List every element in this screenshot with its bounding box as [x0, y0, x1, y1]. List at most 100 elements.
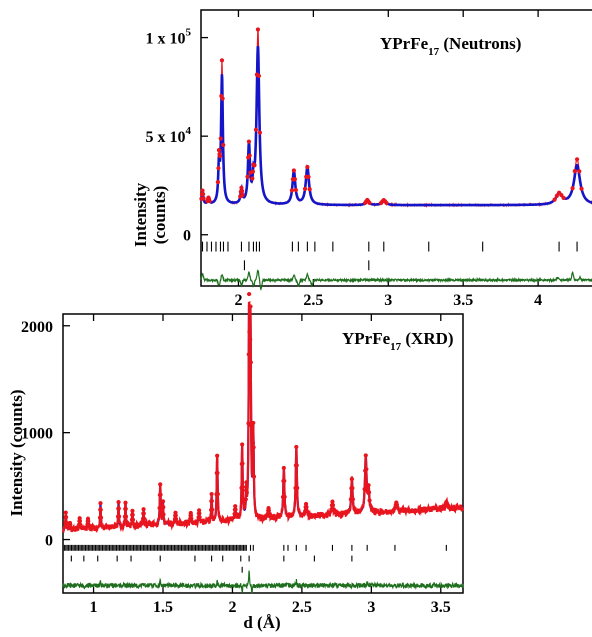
neutron-y-label-line2: (counts) — [150, 186, 169, 245]
xrd-x-tick-label: 2 — [228, 599, 236, 616]
neutron-observed-point — [240, 192, 245, 198]
neutron-y-label-line1: Intensity — [131, 182, 150, 247]
xrd-observed-point — [303, 501, 309, 507]
neutron-observed-point — [574, 157, 580, 162]
xrd-title-main: YPrFe — [342, 329, 391, 348]
xrd-y-tick-base: 0 — [45, 533, 53, 550]
neutron-observed-point — [239, 185, 244, 190]
neutron-observed-point — [307, 187, 312, 192]
xrd-observed-point — [98, 501, 103, 506]
xrd-observed-point — [215, 453, 220, 458]
xrd-reflection-ticks — [63, 544, 447, 573]
xrd-title-subscript: 17 — [390, 341, 402, 353]
neutron-observed-point — [221, 142, 226, 148]
xrd-observed-series — [62, 300, 465, 534]
xrd-y-tick-label: 1000 — [21, 426, 53, 443]
neutron-observed-point — [217, 154, 223, 159]
neutron-observed-point — [305, 164, 310, 170]
neutron-observed-point — [220, 96, 225, 101]
neutron-observed-point — [201, 196, 206, 201]
xrd-observed-point — [294, 444, 299, 450]
neutron-observed-point — [257, 130, 263, 135]
neutron-y-axis: 0 5 x 104 1 x 105 — [146, 27, 208, 245]
neutron-observed-points — [199, 27, 584, 206]
xrd-observed-point — [209, 491, 214, 497]
neutron-calculated-series — [199, 45, 592, 207]
xrd-y-tick-label: 0 — [45, 533, 53, 550]
xrd-observed-point — [141, 507, 146, 512]
xrd-x-tick-label: 3.5 — [431, 599, 451, 616]
xrd-x-label: d (Å) — [243, 613, 280, 632]
neutron-x-tick-label: 2.5 — [303, 292, 323, 309]
xrd-y-label: Intensity (counts) — [7, 389, 26, 516]
neutron-observed-point — [215, 180, 221, 185]
xrd-observed-point — [158, 482, 163, 487]
neutron-observed-point — [216, 148, 222, 153]
neutron-observed-point — [219, 58, 225, 63]
neutron-observed-point — [216, 166, 221, 171]
neutron-title-main: YPrFe — [380, 34, 429, 53]
xrd-y-tick-base: 2000 — [21, 319, 53, 336]
neutron-observed-point — [250, 176, 255, 181]
neutron-plot-frame — [200, 9, 592, 287]
xrd-x-tick-label: 1.5 — [153, 599, 173, 616]
xrd-title-tail: (XRD) — [401, 329, 453, 348]
neutron-panel-title: YPrFe17 (Neutrons) — [380, 34, 521, 58]
xrd-observed-point — [116, 499, 121, 505]
neutron-observed-point — [293, 187, 298, 193]
xrd-y-tick-base: 1000 — [21, 426, 53, 443]
neutron-y-tick-base: 1 x 10 — [146, 31, 186, 48]
xrd-x-axis: 1 1.5 2 2.5 3 3.5 — [90, 314, 451, 616]
neutron-y-tick-label: 0 — [183, 228, 191, 245]
neutron-difference-series — [200, 269, 592, 292]
neutron-observed-point — [247, 153, 252, 158]
xrd-observed-point — [233, 504, 238, 509]
xrd-panel-title: YPrFe17 (XRD) — [342, 329, 454, 353]
neutron-reflection-ticks — [201, 241, 578, 271]
xrd-observed-point — [247, 291, 252, 297]
xrd-x-tick-label: 2.5 — [292, 599, 312, 616]
xrd-y-axis: 0 1000 2000 — [21, 319, 70, 550]
neutron-observed-point — [207, 198, 212, 204]
neutron-observed-point — [289, 188, 295, 193]
neutron-observed-point — [218, 136, 223, 141]
neutron-observed-point — [570, 186, 575, 191]
xrd-panel: 1 1.5 2 2.5 3 3.5 0 1000 2000 YPrFe17 (XRD) Int… — [7, 291, 465, 632]
xrd-observed-point — [160, 499, 166, 504]
neutron-x-tick-label: 3 — [384, 292, 392, 309]
neutron-y-tick-label: 5 x 104 — [146, 125, 192, 146]
neutron-observed-point — [255, 27, 261, 32]
neutron-x-axis: 22.533.544.5 — [234, 10, 542, 309]
neutron-observed-point — [252, 163, 257, 168]
neutron-observed-point — [577, 169, 582, 174]
xrd-y-tick-label: 2000 — [21, 319, 53, 336]
neutron-observed-point — [554, 193, 559, 198]
neutron-y-tick-exponent: 4 — [186, 125, 192, 137]
neutron-title-tail: (Neutrons) — [439, 34, 521, 53]
neutron-observed-point — [253, 127, 259, 132]
neutron-observed-point — [200, 188, 205, 193]
neutron-observed-point — [239, 188, 245, 194]
neutron-observed-point — [291, 168, 296, 173]
neutron-observed-point — [552, 197, 557, 202]
xrd-observed-point — [63, 510, 68, 515]
neutron-y-tick-base: 0 — [183, 228, 191, 245]
xrd-x-tick-label: 3 — [367, 599, 375, 616]
neutron-observed-point — [292, 177, 297, 182]
neutron-x-tick-label: 2 — [234, 292, 242, 309]
neutron-observed-point — [572, 169, 577, 174]
neutron-y-tick-exponent: 5 — [186, 27, 192, 39]
neutron-observed-point — [256, 73, 262, 78]
neutron-x-tick-label: 4 — [534, 292, 542, 309]
neutron-y-tick-base: 5 x 10 — [146, 129, 186, 146]
neutron-observed-point — [384, 200, 389, 206]
neutron-observed-point — [559, 192, 564, 198]
xrd-difference-series — [62, 570, 464, 594]
neutron-title-subscript: 17 — [428, 46, 440, 58]
neutron-x-tick-label: 3.5 — [453, 292, 473, 309]
neutron-observed-point — [200, 192, 206, 197]
neutron-observed-point — [250, 169, 255, 174]
neutron-observed-point — [561, 195, 566, 200]
